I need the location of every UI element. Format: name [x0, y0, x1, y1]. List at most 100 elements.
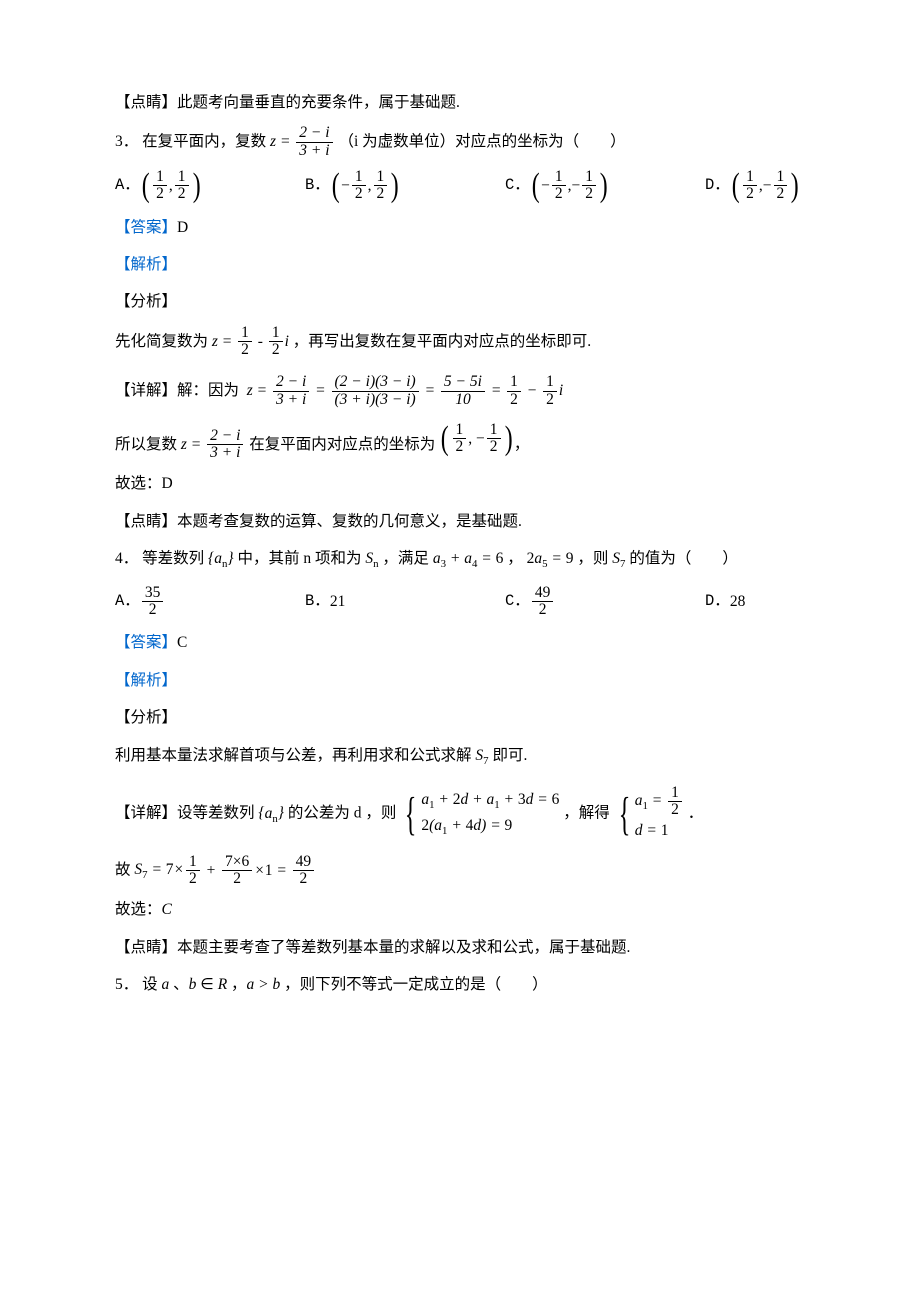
q4b-l: B． [305, 587, 330, 616]
q5-stem: 5． 设 a 、b ∈ R ，a > b ，则下列不等式一定成立的是（ ） [115, 970, 810, 999]
oc-y: 1 [582, 169, 596, 185]
so-pre: 所以复数 [115, 436, 181, 453]
q3-frac-den: 3 + i [296, 142, 332, 159]
ob-y: 1 [374, 169, 388, 185]
c2d: (3 + i)(3 − i) [332, 391, 419, 408]
so-d: 3 + i [207, 444, 243, 461]
q4d-t: 28 [730, 587, 746, 616]
q2-dianjing: 【点睛】此题考向量垂直的充要条件，属于基础题. [115, 88, 810, 117]
fenxi-pre: 先化简复数为 [115, 333, 212, 350]
q4-detail: 【详解】设等差数列 {an} 的公差为 d ，则 { a1 + 2d + a1 … [115, 785, 810, 843]
c3d: 10 [441, 391, 485, 408]
q4-opt-b: B． 21 [305, 587, 505, 616]
oc-x: 1 [552, 169, 566, 185]
q4a-d: 2 [142, 601, 164, 618]
od-y: 1 [774, 169, 788, 185]
answer-value: D [177, 219, 188, 236]
q4-m3: ，则 [577, 550, 612, 567]
q4c-d: 2 [532, 601, 554, 618]
q3-dianjing: 【点睛】本题考查复数的运算、复数的几何意义，是基础题. [115, 507, 810, 536]
q3-opt-a: A． ( 12, 12 ) [115, 169, 305, 203]
q4d-l: D． [705, 587, 730, 616]
c3n: 5 − 5i [441, 374, 485, 390]
q3-detail: 【详解】解：因为 z = 2 − i3 + i = (2 − i)(3 − i)… [115, 374, 810, 408]
q4-det-m2: ，解得 [563, 805, 610, 822]
q4-m1: 中，其前 n 项和为 [237, 550, 365, 567]
q4c-l: C． [505, 587, 530, 616]
q4-number: 4． [115, 550, 138, 567]
q3-fenxi-label: 【分析】 [115, 287, 810, 316]
q3-guxuan: 故选：D [115, 469, 810, 498]
opt-label-d: D． [705, 171, 730, 200]
c4an: 1 [507, 374, 521, 390]
s-d2: 2 [269, 341, 283, 358]
cr-d1: 2 [453, 438, 467, 455]
so-mid: 在复平面内对应点的坐标为 [249, 436, 439, 453]
r-n2: 7×6 [222, 854, 252, 870]
detail-label: 【详解】解：因为 [115, 382, 239, 399]
cr-n1: 1 [453, 422, 467, 438]
oa-y: 1 [175, 169, 189, 185]
q4c-n: 49 [532, 585, 554, 601]
r-n3: 49 [293, 854, 315, 870]
cr-d2: 2 [487, 438, 501, 455]
so-n: 2 − i [207, 428, 243, 444]
q3-formula: z = 2 − i3 + i [270, 125, 335, 159]
sy2d: 2 [668, 801, 682, 818]
q3-fenxi-text: 先化简复数为 z = 12 - 12 i ，再写出复数在复平面内对应点的坐标即可… [115, 325, 810, 359]
s-n2: 1 [269, 325, 283, 341]
q3-frac-num: 2 − i [296, 125, 332, 141]
s-n1: 1 [238, 325, 252, 341]
q4-opt-d: D． 28 [705, 587, 745, 616]
cr-n2: 1 [487, 422, 501, 438]
q3-explain-label: 【解析】 [115, 250, 810, 279]
q4-fenxi-label: 【分析】 [115, 703, 810, 732]
s-d1: 2 [238, 341, 252, 358]
oc-sx: − [541, 171, 550, 200]
od-x: 1 [743, 169, 757, 185]
q4-period: ． [688, 805, 704, 822]
r-n1: 1 [186, 854, 200, 870]
q4a-l: A． [115, 587, 140, 616]
q3-opt-d: D． ( 12, −12 ) [705, 169, 801, 203]
q4-end: 的值为（ ） [629, 550, 738, 567]
ob-sx: − [341, 171, 350, 200]
r-d2: 2 [222, 870, 252, 887]
q4-opt-a: A． 352 [115, 585, 305, 619]
od-sy: − [763, 171, 772, 200]
c2n: (2 − i)(3 − i) [332, 374, 419, 390]
answer-label: 【答案】 [115, 219, 177, 236]
c4ad: 2 [507, 391, 521, 408]
opt-label-a: A． [115, 171, 140, 200]
q4-ans-l: 【答案】 [115, 634, 177, 651]
q4-guxuan: 故选：C [115, 895, 810, 924]
ob-x: 1 [352, 169, 366, 185]
document-page: 【点睛】此题考向量垂直的充要条件，属于基础题. 3． 在复平面内，复数 z = … [0, 0, 920, 1302]
q3-options: A． ( 12, 12 ) B． ( −12, 12 ) C． ( −12, −… [115, 169, 810, 203]
opt-label-c: C． [505, 171, 530, 200]
q3-so: 所以复数 z = 2 − i3 + i 在复平面内对应点的坐标为 ( 12, −… [115, 422, 810, 461]
q4-det-l: 【详解】设等差数列 [115, 805, 255, 822]
q4-stem: 4． 等差数列 {an} 中，其前 n 项和为 Sn ，满足 a3 + a4 =… [115, 544, 810, 575]
fenxi-post: ，再写出复数在复平面内对应点的坐标即可. [293, 333, 591, 350]
q4-m2: ，满足 [382, 550, 432, 567]
c4bd: 2 [543, 391, 557, 408]
opt-label-b: B． [305, 171, 330, 200]
c1n: 2 − i [273, 374, 309, 390]
q3-stem-pre: 在复平面内，复数 [142, 133, 270, 150]
q3-number: 3． [115, 133, 138, 150]
q3-stem: 3． 在复平面内，复数 z = 2 − i3 + i （i 为虚数单位）对应点的… [115, 125, 810, 159]
res-pre: 故 [115, 861, 134, 878]
q3-answer: 【答案】D [115, 213, 810, 242]
q4-explain-label: 【解析】 [115, 666, 810, 695]
q4-ans-v: C [177, 634, 187, 651]
q4a-n: 35 [142, 585, 164, 601]
q3-stem-mid: （i 为虚数单位）对应点的坐标为（ ） [338, 133, 625, 150]
q4-answer: 【答案】C [115, 628, 810, 657]
q3-opt-b: B． ( −12, 12 ) [305, 169, 505, 203]
r-d1: 2 [186, 870, 200, 887]
oc-sy: − [572, 171, 581, 200]
c4bn: 1 [543, 374, 557, 390]
c1d: 3 + i [273, 391, 309, 408]
q4-dianjing: 【点睛】本题主要考查了等差数列基本量的求解以及求和公式，属于基础题. [115, 933, 810, 962]
